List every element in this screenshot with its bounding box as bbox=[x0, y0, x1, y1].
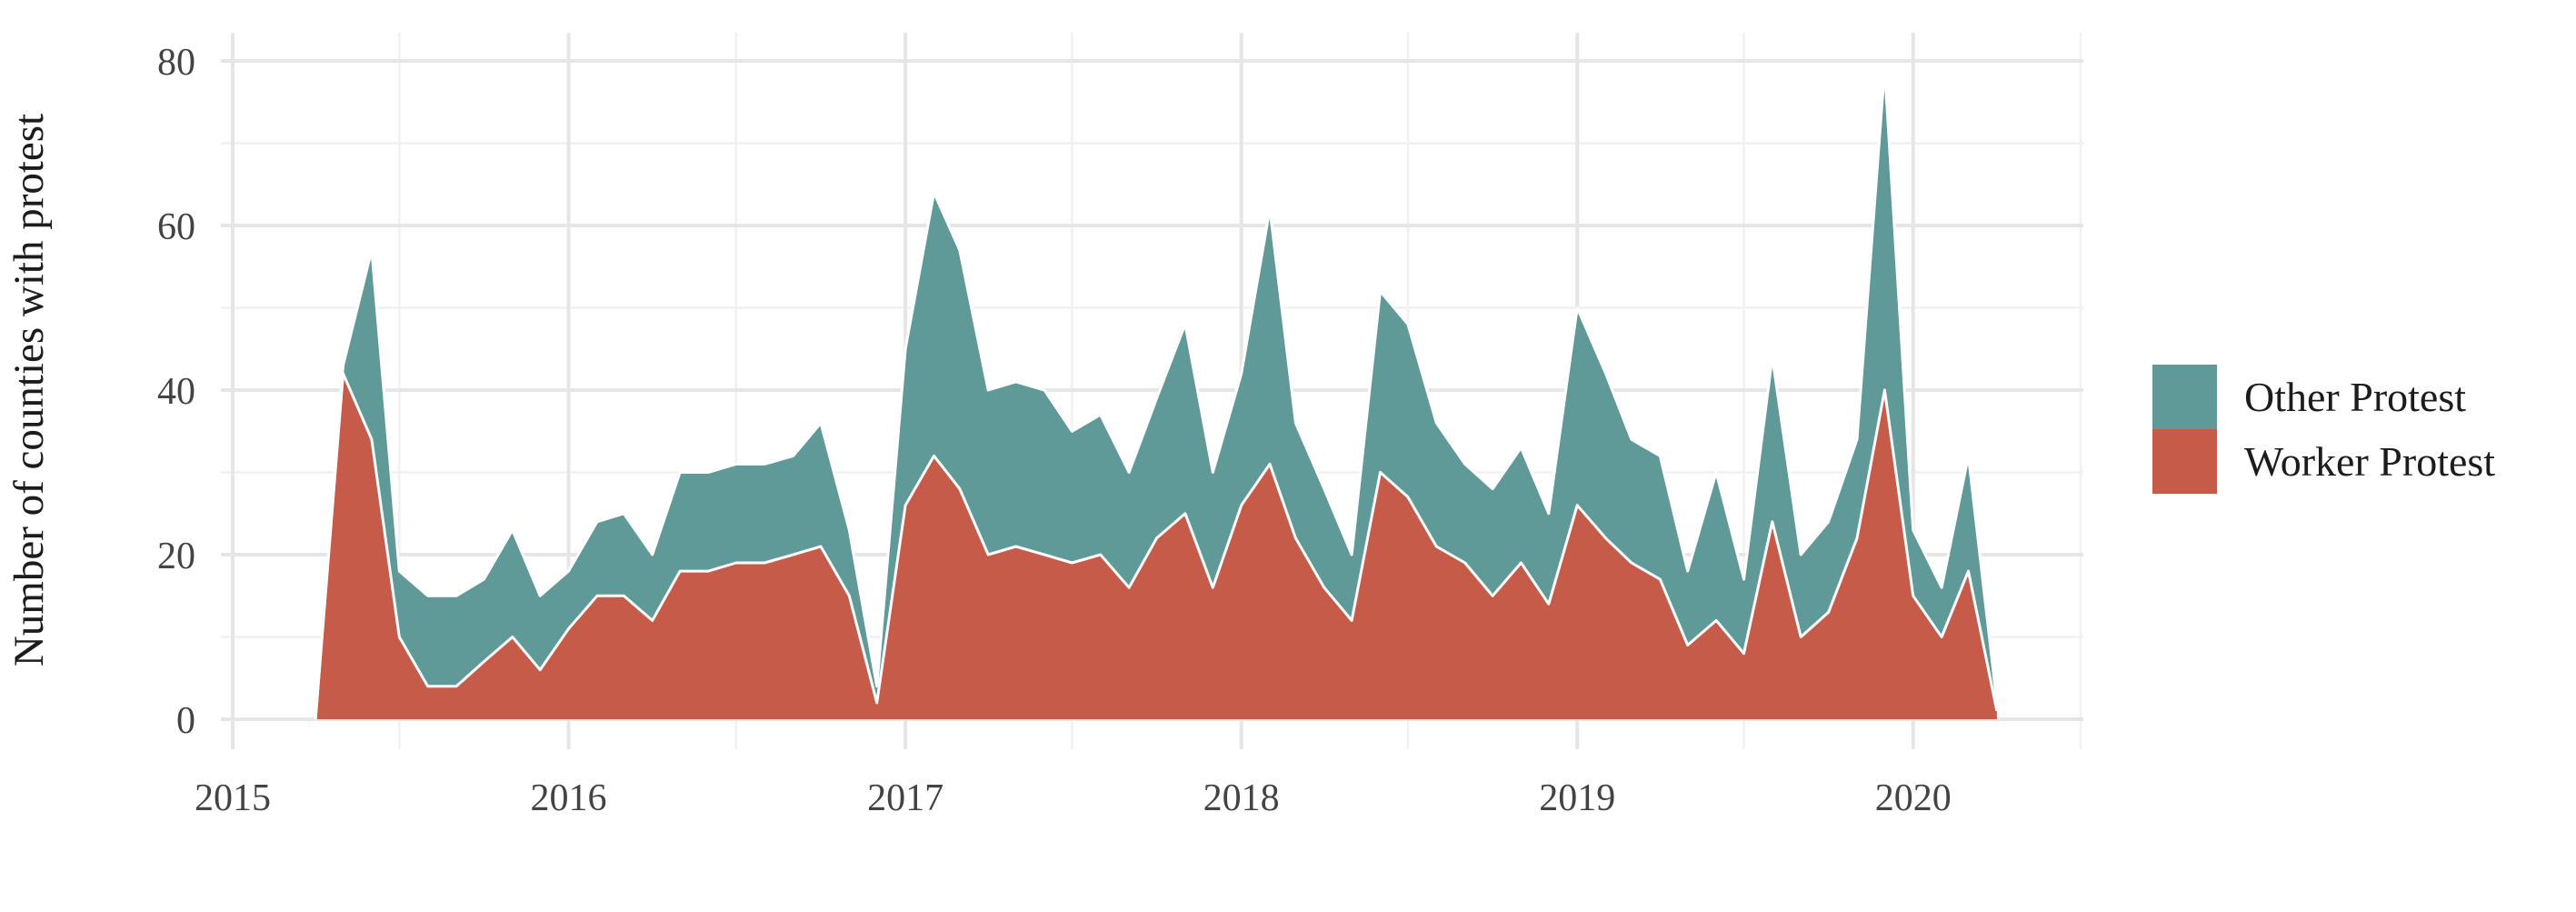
y-axis-title: Number of counties with protest bbox=[5, 114, 53, 666]
stacked-areas bbox=[314, 67, 1999, 720]
tick-label-y: 20 bbox=[157, 536, 195, 577]
legend-label-other-protest: Other Protest bbox=[2244, 374, 2467, 420]
area-other-protest bbox=[315, 69, 1997, 719]
area-other-top-outline bbox=[314, 67, 1999, 720]
tick-label-y: 80 bbox=[157, 42, 195, 84]
legend: Other Protest Worker Protest bbox=[2152, 365, 2495, 494]
area-worker-protest bbox=[315, 373, 1997, 719]
tick-label-y: 0 bbox=[176, 700, 195, 742]
tick-label-x: 2019 bbox=[1539, 777, 1615, 819]
tick-label-x: 2016 bbox=[531, 777, 607, 819]
tick-label-x: 2018 bbox=[1203, 777, 1280, 819]
tick-label-y: 60 bbox=[157, 206, 195, 248]
legend-swatch-worker-protest bbox=[2152, 429, 2217, 494]
legend-swatch-other-protest bbox=[2152, 365, 2217, 429]
legend-item-other-protest: Other Protest bbox=[2152, 365, 2495, 429]
tick-label-y: 40 bbox=[157, 371, 195, 413]
tick-label-x: 2020 bbox=[1875, 777, 1952, 819]
tick-label-x: 2017 bbox=[867, 777, 944, 819]
axis-tick-labels: 0 20 40 60 80 2015 2016 2017 2018 2019 2020 bbox=[157, 42, 1952, 819]
area-worker-top-outline bbox=[314, 372, 1999, 720]
legend-label-worker-protest: Worker Protest bbox=[2244, 438, 2496, 485]
legend-item-worker-protest: Worker Protest bbox=[2152, 429, 2495, 494]
tick-label-x: 2015 bbox=[195, 777, 271, 819]
